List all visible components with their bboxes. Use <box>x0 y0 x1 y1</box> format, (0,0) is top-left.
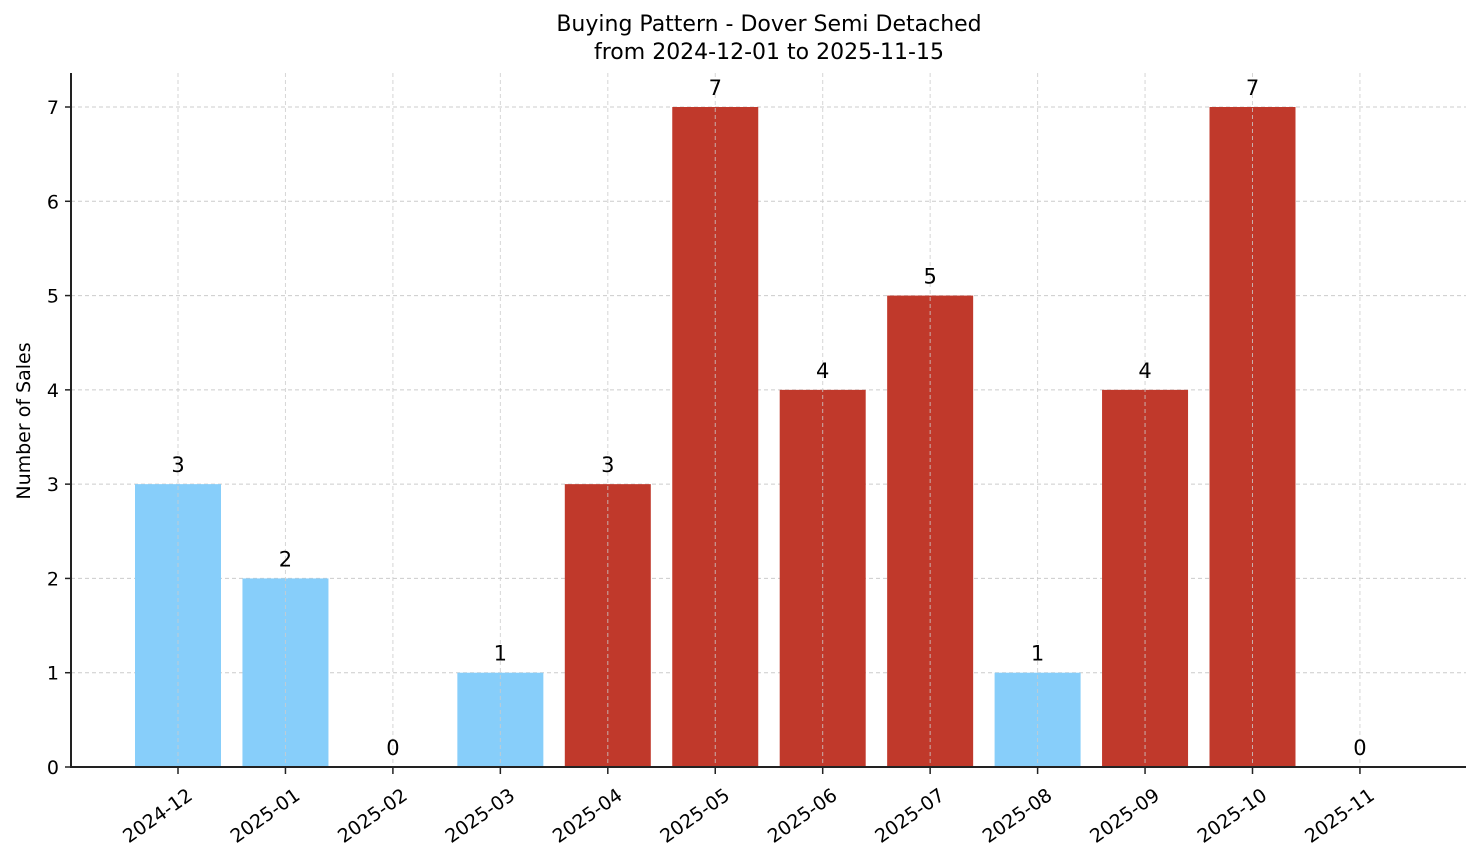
x-tick-label: 2025-07 <box>871 784 949 848</box>
y-tick-label: 2 <box>47 568 59 590</box>
x-tick-label: 2025-09 <box>1086 784 1164 848</box>
y-tick-label: 3 <box>47 474 59 496</box>
y-tick-label: 1 <box>47 663 59 685</box>
x-tick-label: 2025-11 <box>1301 784 1379 848</box>
y-tick-label: 4 <box>47 380 59 402</box>
bar-value-label: 3 <box>601 453 614 477</box>
bar-value-label: 0 <box>1353 736 1366 760</box>
x-tick-label: 2025-01 <box>226 784 304 848</box>
bar-value-label: 3 <box>171 453 184 477</box>
bar-value-label: 1 <box>494 642 507 666</box>
bar-value-label: 7 <box>709 76 722 100</box>
bar-value-label: 0 <box>386 736 399 760</box>
x-tick-label: 2025-05 <box>656 784 734 848</box>
y-tick-label: 5 <box>47 286 59 308</box>
bar-value-label: 4 <box>816 359 829 383</box>
y-tick-label: 7 <box>47 97 59 119</box>
bar-value-label: 7 <box>1246 76 1259 100</box>
x-tick-label: 2025-10 <box>1194 784 1272 848</box>
x-tick-label: 2025-04 <box>549 784 627 848</box>
x-axis-ticks: 2024-12 2025-01 2025-02 2025-03 2025-04 2025-… <box>119 767 1379 848</box>
bar-value-label: 5 <box>923 265 936 289</box>
bar-value-label: 1 <box>1031 642 1044 666</box>
chart-title: Buying Pattern - Dover Semi Detached <box>556 12 982 37</box>
vertical-grid-lines <box>177 73 1361 767</box>
y-tick-label: 6 <box>47 191 59 213</box>
y-axis-ticks: 0 1 2 3 4 5 6 7 <box>47 97 71 779</box>
y-tick-label: 0 <box>47 757 59 779</box>
chart-subtitle: from 2024-12-01 to 2025-11-15 <box>594 40 944 65</box>
x-tick-label: 2025-08 <box>979 784 1057 848</box>
x-tick-label: 2025-02 <box>334 784 412 848</box>
x-tick-label: 2025-06 <box>764 784 842 848</box>
bar-value-label: 2 <box>279 547 292 571</box>
axes <box>70 73 1466 768</box>
x-tick-label: 2025-03 <box>441 784 519 848</box>
bar-value-label: 4 <box>1138 359 1151 383</box>
bar <box>242 578 329 767</box>
x-tick-label: 2024-12 <box>119 784 197 848</box>
